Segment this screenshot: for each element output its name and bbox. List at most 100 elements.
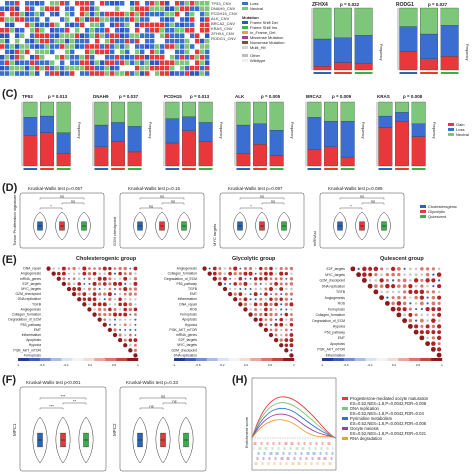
row-label: BRCA2_CNV	[211, 21, 236, 26]
y-axis-label: Frequency	[77, 122, 81, 139]
top-RODG1-loss-bar	[420, 33, 438, 59]
corr-dot	[254, 272, 257, 275]
corr-dot	[102, 282, 107, 286]
oncoprint-cell	[0, 17, 5, 22]
corr-row-label: Apoptosis	[182, 318, 197, 322]
corr-dot	[419, 330, 424, 335]
oncoprint-cell	[50, 11, 55, 17]
oncoprint-cell	[145, 55, 150, 60]
corr-dot	[102, 266, 107, 271]
oncoprint-cell	[205, 33, 210, 38]
oncoprint-cell	[55, 22, 60, 28]
p-value: p = 0.013	[190, 94, 210, 99]
oncoprint-cell	[200, 65, 205, 71]
corr-dot	[284, 338, 289, 343]
oncoprint-cell	[85, 49, 90, 55]
corr-dot	[113, 318, 117, 321]
corr-dot	[269, 312, 273, 317]
c-DNAH9-neutral-bar	[111, 101, 125, 123]
y-axis-label: Frequency	[290, 122, 294, 139]
corr-dot	[93, 308, 96, 311]
oncoprint-cell	[115, 11, 120, 17]
oncoprint-cell	[205, 44, 210, 49]
oncoprint-cell	[0, 44, 5, 49]
corr-dot	[72, 282, 76, 286]
oncoprint-cell	[205, 49, 210, 55]
oncoprint-cell	[35, 55, 40, 60]
corr-row-label: P53_pathway	[20, 323, 41, 327]
y-axis-label: MPC2	[112, 423, 117, 436]
oncoprint-cell	[5, 55, 10, 60]
panel-h: Enrichment score Progesterone-mediated o…	[240, 376, 474, 474]
oncoprint-cell	[15, 38, 20, 44]
oncoprint-cell	[50, 22, 55, 28]
corr-dot	[374, 279, 378, 282]
corr-dot	[264, 297, 268, 301]
scale-swatch	[239, 358, 251, 361]
corr-dot	[419, 318, 424, 323]
corr-dot	[289, 343, 294, 348]
oncoprint-cell	[45, 6, 50, 11]
oncoprint-cell	[125, 28, 130, 33]
oncoprint-cell	[30, 28, 35, 33]
corr-dot	[379, 295, 385, 301]
scale-tick: -0.2	[219, 363, 225, 367]
oncoprint-cell	[30, 60, 35, 65]
oncoprint-cell	[125, 60, 130, 65]
gsea-curve	[251, 419, 337, 439]
row-label: TP53_CNV	[211, 1, 232, 6]
panel-label-d: (D)	[2, 182, 18, 194]
corr-dot	[420, 308, 423, 311]
scale-tick: 1	[137, 363, 139, 367]
corr-dot	[57, 267, 60, 270]
oncoprint-cell	[25, 55, 30, 60]
oncoprint-cell	[180, 6, 185, 11]
group-strip	[340, 168, 355, 170]
oncoprint-cell	[45, 17, 50, 22]
corr-dot	[437, 290, 441, 294]
corr-dot	[290, 349, 293, 352]
group-strip	[307, 168, 322, 170]
oncoprint-cell	[135, 6, 140, 11]
corr-dot	[431, 267, 435, 271]
oncoprint-cell	[140, 60, 145, 65]
oncoprint-cell	[135, 55, 140, 60]
oncoprint-cell	[60, 1, 65, 6]
oncoprint-cell	[10, 17, 15, 22]
corr-dot	[77, 272, 81, 275]
corr-dot	[244, 277, 247, 280]
oncoprint-cell	[135, 44, 140, 49]
corr-dot	[380, 290, 383, 294]
oncoprint-cell	[20, 6, 25, 11]
oncoprint-cell	[180, 55, 185, 60]
oncoprint-cell	[130, 22, 135, 28]
corr-dot	[108, 287, 112, 291]
oncoprint-cell	[65, 55, 70, 60]
oncoprint-cell	[50, 60, 55, 65]
scale-swatch	[127, 358, 139, 361]
oncoprint-cell	[185, 71, 190, 76]
oncoprint-cell	[45, 44, 50, 49]
panel-frame	[219, 192, 305, 249]
top-ZFHX4-neutral-bar	[334, 7, 352, 38]
corr-dot	[431, 313, 435, 317]
oncoprint-cell	[105, 71, 110, 76]
corr-dot	[233, 266, 238, 271]
corr-dot	[391, 272, 395, 277]
c-TP53-neutral-bar	[40, 101, 54, 117]
gsea-term: Oocyte meiosis	[350, 426, 379, 431]
oncoprint-cell	[45, 1, 50, 6]
corr-dot	[289, 333, 294, 337]
oncoprint-cell	[155, 33, 160, 38]
corr-dot	[107, 327, 113, 333]
oncoprint-cell	[70, 49, 75, 55]
corr-dot	[270, 293, 272, 296]
group-strip	[399, 72, 418, 74]
legend-chole: Cholesterogenic	[428, 204, 457, 209]
corr-dot	[284, 302, 289, 307]
corr-row-label: ROS	[338, 302, 346, 306]
oncoprint-cell	[175, 33, 180, 38]
corr-dot	[290, 313, 293, 316]
corr-dot	[223, 276, 227, 281]
row-label: PCDH15_CNV	[211, 11, 238, 16]
